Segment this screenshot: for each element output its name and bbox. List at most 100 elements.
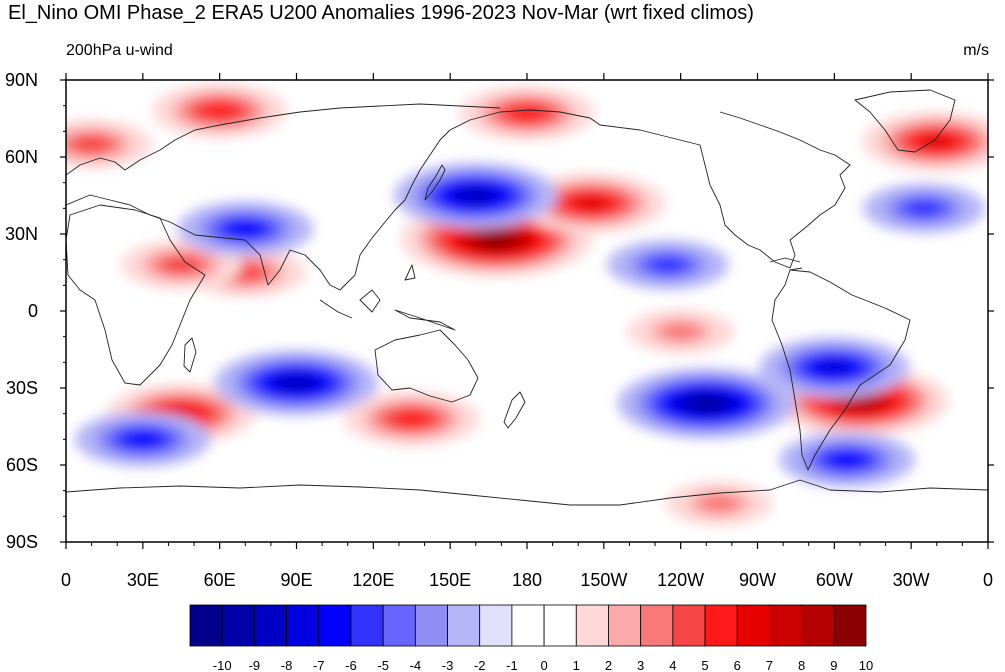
- colorbar-swatch: [640, 604, 674, 647]
- colorbar-label: 6: [734, 658, 741, 672]
- anomaly-contour: [124, 431, 161, 448]
- x-tick-label: 0: [983, 570, 993, 590]
- anomaly-center: [214, 350, 379, 416]
- colorbar-label: 9: [830, 658, 837, 672]
- anomaly-center: [74, 411, 211, 467]
- anomaly-center: [861, 111, 988, 172]
- map-title: El_Nino OMI Phase_2 ERA5 U200 Anomalies …: [8, 2, 754, 24]
- x-tick-label: 0: [61, 570, 71, 590]
- colorbar-swatch: [318, 604, 352, 647]
- colorbar-label: 8: [798, 658, 805, 672]
- anomaly-contour: [479, 231, 514, 247]
- x-tick-label: 120E: [352, 570, 394, 590]
- anomaly-center: [779, 432, 916, 488]
- colorbar-swatch: [479, 604, 513, 647]
- anomaly-center: [106, 383, 257, 444]
- units-label: m/s: [963, 42, 989, 59]
- colorbar-swatch: [736, 604, 770, 647]
- new-zealand-coastline: [503, 391, 526, 429]
- caribbean-coastline: [769, 257, 803, 271]
- colorbar-swatch: [350, 604, 384, 647]
- anomaly-contour: [842, 393, 877, 409]
- colorbar-label: -3: [442, 658, 454, 672]
- anomaly-contour: [816, 359, 852, 376]
- africa-coastline: [66, 204, 206, 386]
- y-tick-label: 90S: [6, 532, 38, 552]
- colorbar-label: 7: [766, 658, 773, 672]
- x-axis: 0 30E 60E 90E 120E 150E 180 150W 120W 90W 60W 30W 0: [61, 73, 993, 590]
- eurasia-coastline: [66, 103, 601, 291]
- y-tick-label: 60S: [6, 455, 38, 475]
- anomaly-contour: [689, 395, 724, 411]
- anomaly-contour: [279, 375, 314, 391]
- plot-frame: [65, 79, 989, 543]
- colorbar-swatch: [543, 604, 577, 647]
- colorbar-swatch: [672, 604, 706, 647]
- japan-coastline: [424, 164, 446, 201]
- colorbar-swatch: [575, 604, 609, 647]
- coastlines: [66, 89, 988, 506]
- colorbar-swatch: [608, 604, 642, 647]
- colorbar-label: -7: [313, 658, 325, 672]
- anomaly-contour: [573, 195, 609, 211]
- colorbar-label: 10: [859, 658, 873, 672]
- anomaly-contour: [905, 200, 943, 217]
- anomaly-center: [459, 85, 595, 141]
- australia-coastline: [374, 329, 479, 403]
- x-tick-label: 30W: [893, 570, 930, 590]
- colorbar-label: 1: [573, 658, 580, 672]
- south-america-coastline: [771, 269, 911, 471]
- anomaly-contour: [227, 220, 264, 237]
- anomaly-contour: [699, 494, 739, 513]
- colorbar-swatch: [801, 604, 835, 647]
- colorbar-label: -10: [213, 658, 232, 672]
- x-tick-label: 90W: [739, 570, 776, 590]
- colorbar-swatch: [189, 604, 223, 647]
- variable-label: 200hPa u-wind: [66, 42, 173, 59]
- anomaly-contour: [458, 187, 494, 204]
- colorbar-label: 4: [669, 658, 676, 672]
- anomaly-center: [626, 309, 735, 354]
- y-tick-label: 30N: [5, 224, 38, 244]
- anomaly-contour: [162, 256, 200, 273]
- madagascar-coastline: [183, 337, 197, 373]
- x-tick-label: 120W: [657, 570, 704, 590]
- north-america-coastline: [599, 111, 851, 269]
- colorbar-swatch: [511, 604, 545, 647]
- x-tick-label: 90E: [280, 570, 312, 590]
- colorbar-label: -6: [345, 658, 357, 672]
- anomaly-center: [606, 239, 729, 290]
- greenland-coastline: [854, 89, 956, 153]
- anomaly-center: [862, 183, 985, 234]
- colorbar-label: 0: [540, 658, 547, 672]
- anomaly-center: [393, 162, 558, 229]
- x-tick-label: 60E: [204, 570, 236, 590]
- anomaly-center: [66, 119, 153, 170]
- x-tick-label: 30E: [127, 570, 159, 590]
- y-axis: 90N 60N 30N 0 30S 60S 90S: [5, 70, 994, 552]
- anomaly-center: [343, 391, 480, 447]
- colorbar-swatch: [382, 604, 416, 647]
- anomaly-contour: [649, 256, 687, 273]
- maritime-continent-coastline: [319, 264, 456, 331]
- x-tick-label: 60W: [816, 570, 853, 590]
- anomaly-contour: [919, 133, 955, 150]
- colorbar-swatch: [769, 604, 803, 647]
- anomaly-center: [151, 83, 288, 139]
- colorbar: -10 -9 -8 -7 -6 -5 -4 -3 -2 -1 0 1 2 3 4 5 6 7 8 9 10: [189, 604, 873, 672]
- anomaly-contour: [661, 322, 701, 341]
- colorbar-label: -5: [377, 658, 389, 672]
- colorbar-label: 3: [637, 658, 644, 672]
- colorbar-swatch: [414, 604, 448, 647]
- y-tick-label: 60N: [5, 147, 38, 167]
- antarctica-coastline: [66, 479, 988, 506]
- colorbar-label: -1: [506, 658, 518, 672]
- colorbar-swatch: [447, 604, 481, 647]
- x-tick-label: 180: [512, 570, 542, 590]
- colorbar-label: 2: [605, 658, 612, 672]
- x-tick-label: 150E: [429, 570, 471, 590]
- y-tick-label: 30S: [6, 378, 38, 398]
- anomaly-center: [665, 481, 774, 526]
- anomaly-contour: [393, 410, 430, 427]
